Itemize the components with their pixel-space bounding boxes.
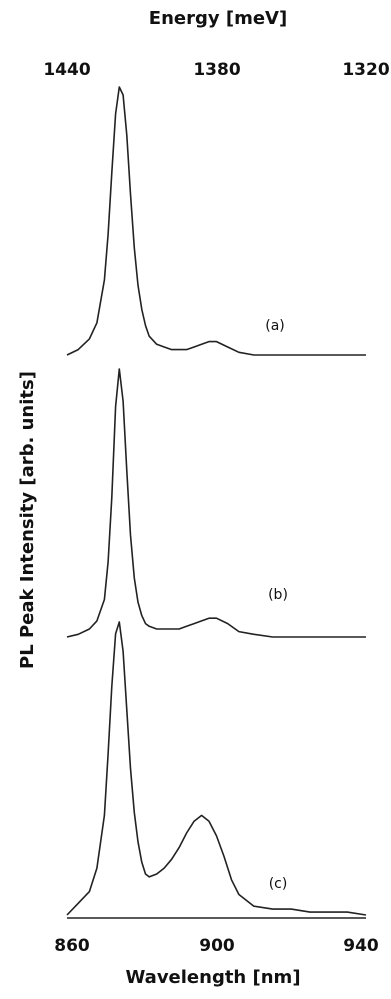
bottom-tick-label-860: 860	[54, 936, 90, 956]
panel-label-b: (b)	[268, 587, 288, 603]
series-layer	[66, 86, 367, 916]
bottom-tick-label-940: 940	[343, 936, 379, 956]
top-tick-label-1320: 1320	[342, 60, 389, 80]
spectrum-line-b	[66, 368, 366, 638]
panel-label-a: (a)	[265, 318, 285, 334]
panel-label-c: (c)	[269, 876, 288, 892]
bottom-tick-label-900: 900	[199, 936, 235, 956]
top-tick-label-1380: 1380	[193, 60, 240, 80]
top-axis-title: Energy [meV]	[149, 8, 287, 29]
spectrum-line-a	[66, 86, 366, 356]
top-tick-label-1440: 1440	[43, 60, 90, 80]
y-axis-title: PL Peak Intensity [arb. units]	[17, 371, 38, 669]
bottom-axis-title: Wavelength [nm]	[125, 967, 300, 988]
spectrum-line-c	[66, 621, 367, 916]
